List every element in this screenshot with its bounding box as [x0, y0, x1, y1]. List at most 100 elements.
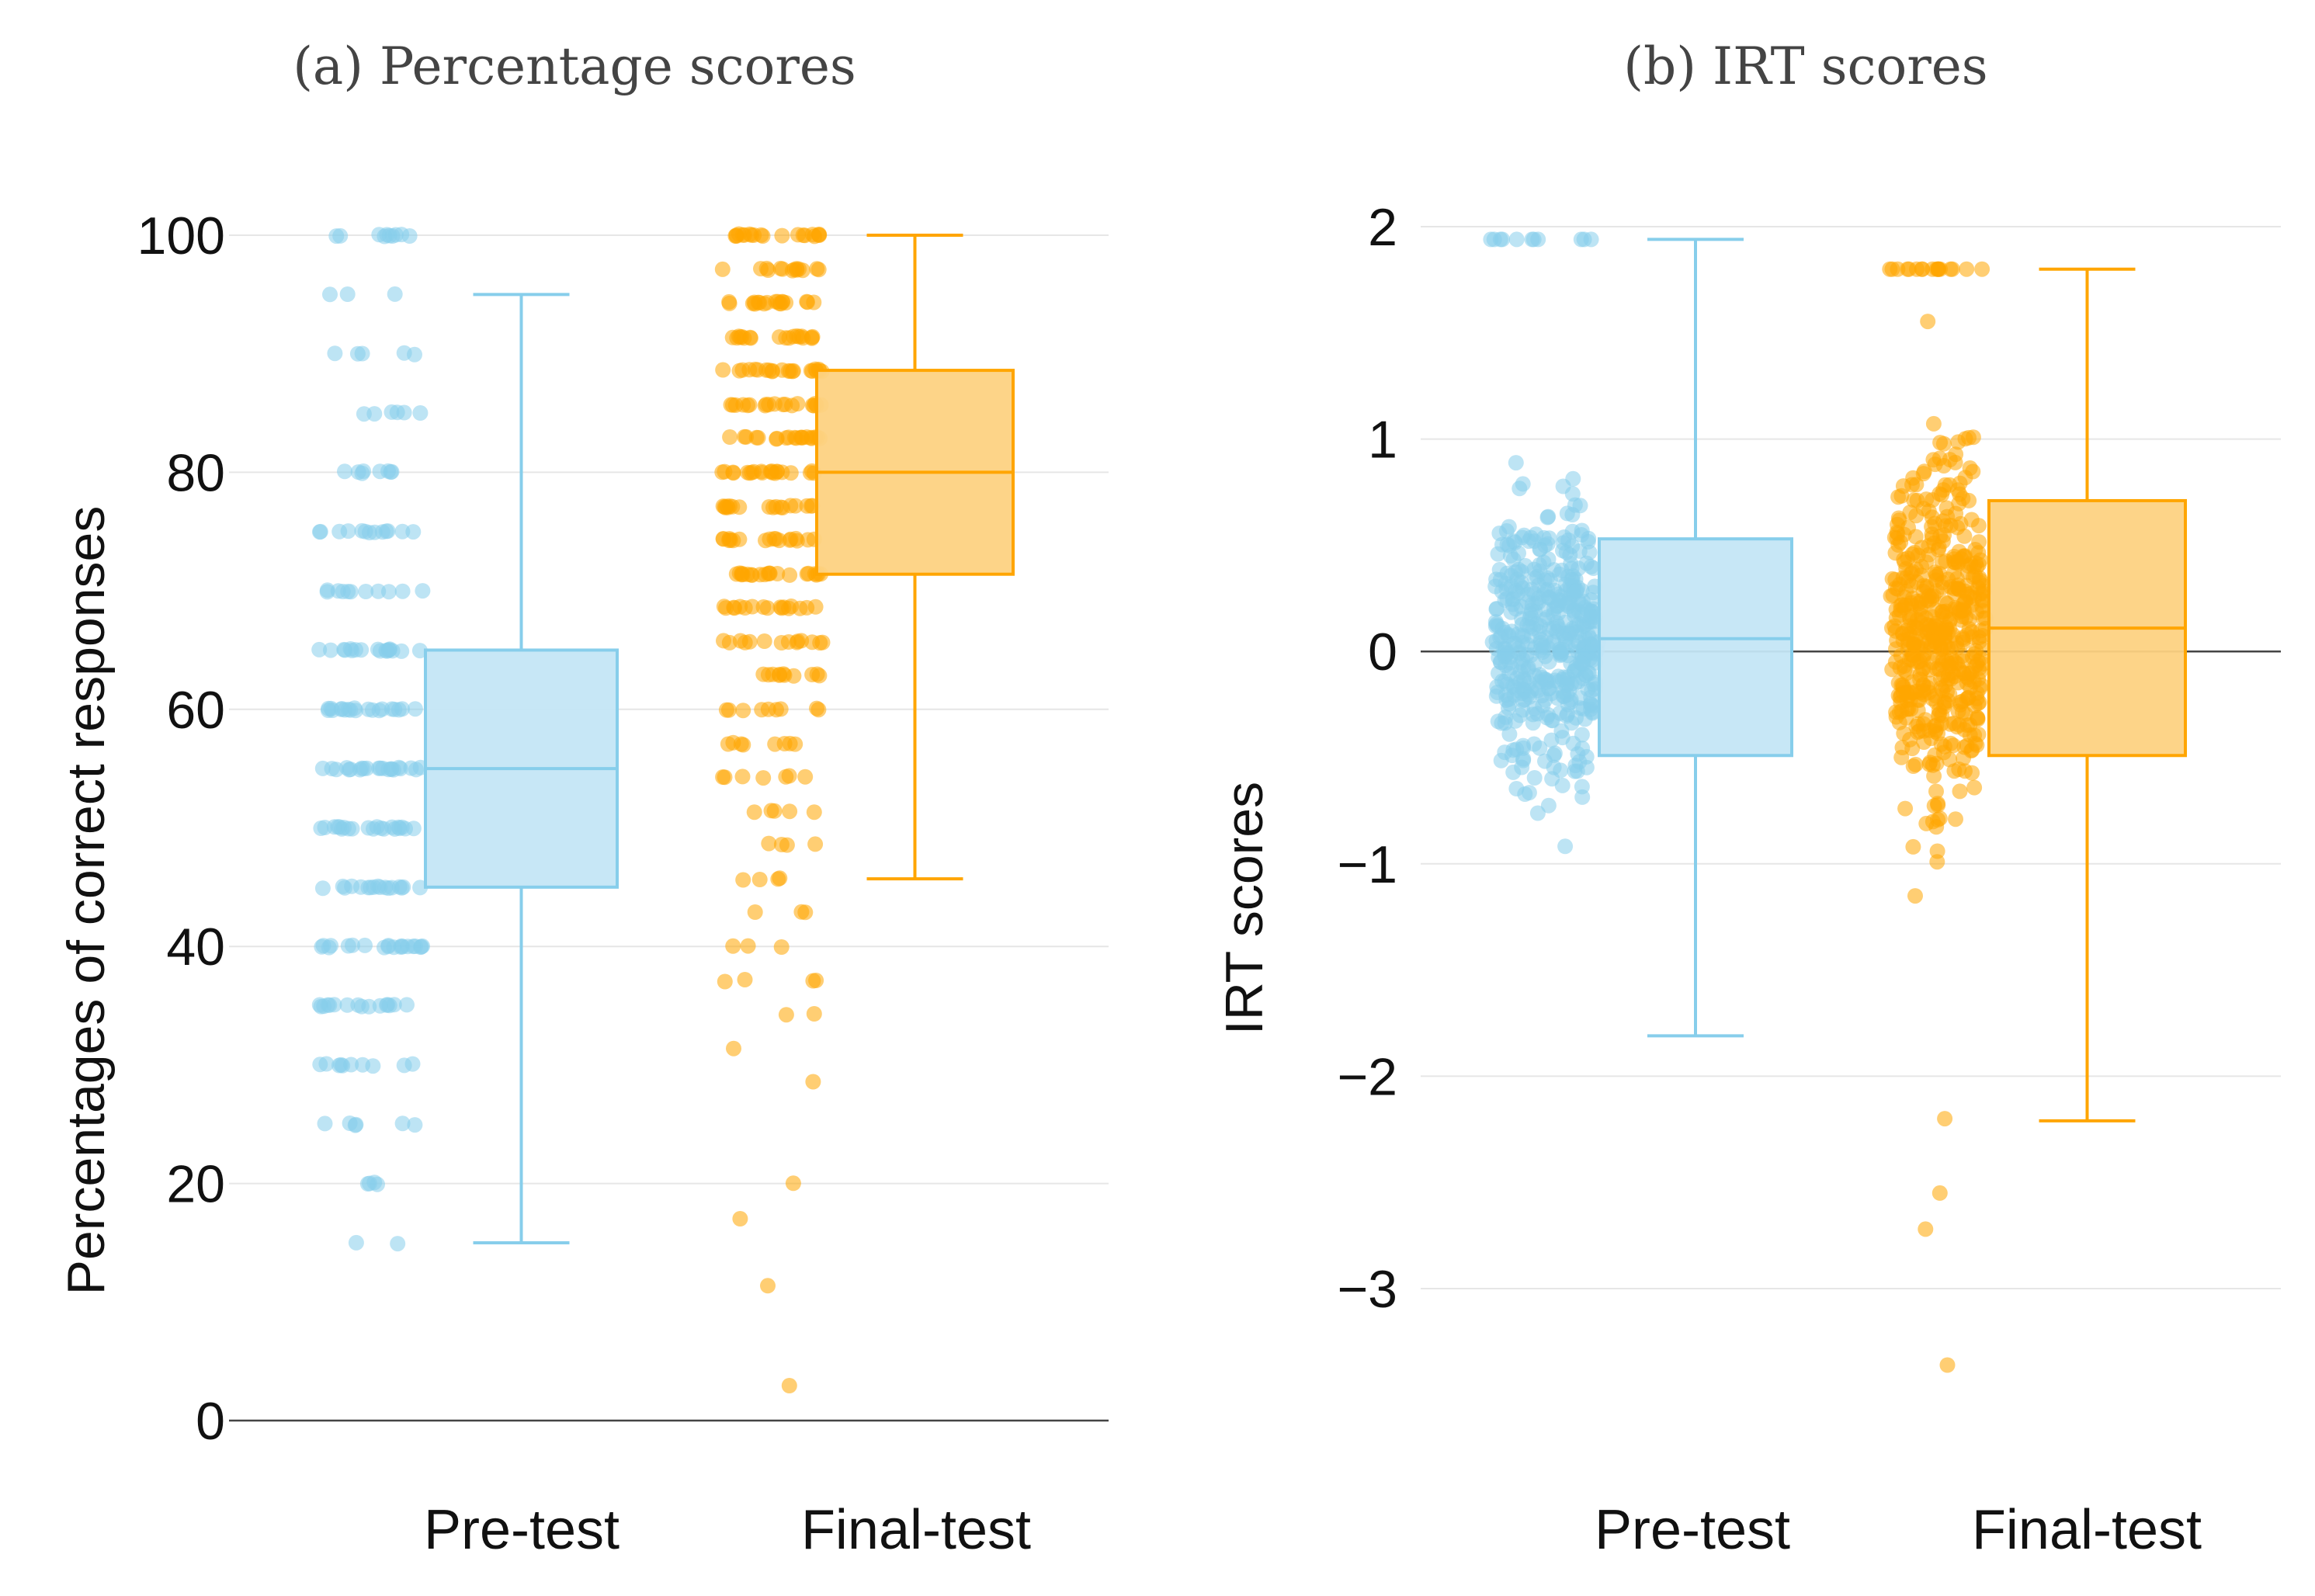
data-point — [348, 642, 363, 658]
data-point — [714, 261, 731, 277]
data-point — [744, 464, 760, 481]
data-point — [319, 582, 335, 598]
data-point — [747, 904, 763, 920]
data-point — [744, 598, 760, 615]
data-point — [1950, 553, 1966, 570]
data-point — [317, 820, 333, 835]
data-point — [797, 769, 814, 785]
data-point — [327, 345, 343, 362]
data-point — [1501, 665, 1518, 682]
data-point — [358, 584, 374, 599]
data-point — [1972, 664, 1988, 680]
data-point — [332, 227, 349, 244]
panel-b-title: (b) IRT scores — [1623, 36, 1987, 96]
data-point — [746, 804, 762, 821]
data-point — [1536, 529, 1552, 546]
data-point — [1487, 618, 1504, 634]
data-point — [1483, 231, 1499, 248]
data-point — [1514, 564, 1530, 580]
data-point — [393, 939, 409, 955]
data-point — [335, 878, 351, 894]
data-point — [770, 871, 786, 887]
data-point — [1553, 562, 1570, 578]
data-point — [734, 362, 751, 378]
data-point — [1572, 498, 1588, 514]
data-point — [1515, 659, 1532, 675]
data-point — [323, 938, 339, 954]
data-point — [384, 880, 400, 896]
data-point — [737, 428, 753, 445]
data-point — [394, 583, 411, 599]
data-point — [335, 584, 351, 599]
data-point — [1554, 777, 1571, 793]
data-point — [734, 227, 751, 243]
data-point — [1515, 751, 1532, 767]
data-point — [1574, 522, 1590, 539]
data-point — [1532, 557, 1547, 573]
data-point — [742, 329, 758, 345]
data-point — [396, 404, 412, 421]
data-point — [1882, 261, 1898, 277]
data-point — [781, 768, 797, 784]
data-point — [343, 1056, 359, 1073]
panel-irt-scores: (b) IRT scores IRT scores −3 −2 −1 0 1 2 Pre-… — [1215, 36, 2281, 1561]
data-point — [407, 939, 423, 954]
data-point — [1585, 560, 1602, 576]
data-point — [330, 819, 346, 835]
data-point — [1965, 429, 1981, 446]
data-point — [781, 1378, 797, 1393]
data-point — [750, 429, 766, 446]
data-point — [370, 583, 387, 599]
data-point — [1491, 526, 1508, 541]
data-point — [753, 261, 769, 277]
data-point — [1935, 435, 1952, 452]
data-point — [360, 820, 377, 836]
data-point — [1949, 601, 1965, 617]
data-point — [348, 1116, 364, 1133]
y-tick-label: 1 — [1368, 411, 1397, 470]
data-point — [1937, 1111, 1953, 1127]
data-point — [1491, 665, 1506, 682]
data-point — [1506, 679, 1522, 696]
data-point — [1974, 261, 1990, 277]
data-point — [1904, 741, 1921, 757]
data-point — [719, 498, 735, 515]
data-point — [1487, 578, 1504, 595]
data-point — [725, 938, 741, 954]
data-point — [1532, 674, 1548, 689]
data-point — [1529, 616, 1545, 633]
data-point — [778, 1007, 794, 1023]
data-point — [1557, 631, 1574, 647]
data-point — [376, 821, 392, 837]
data-point — [1959, 261, 1975, 277]
data-point — [1571, 560, 1587, 577]
data-point — [1905, 758, 1921, 774]
data-point — [1491, 650, 1507, 666]
y-tick-label: 0 — [196, 1392, 225, 1451]
data-point — [1935, 458, 1952, 474]
data-point — [311, 997, 328, 1013]
data-point — [1553, 647, 1569, 662]
data-point — [784, 397, 800, 414]
data-point — [1567, 583, 1584, 599]
data-point — [1948, 811, 1963, 827]
data-point — [1902, 505, 1918, 521]
data-point — [755, 770, 772, 786]
data-point — [790, 227, 806, 243]
data-point — [390, 1236, 406, 1252]
data-point — [740, 938, 756, 954]
data-point — [1488, 601, 1505, 617]
data-point — [342, 762, 359, 777]
data-point — [1928, 755, 1945, 772]
data-point — [1529, 706, 1546, 722]
data-point — [411, 643, 428, 659]
data-point — [782, 567, 798, 583]
data-point — [1965, 463, 1981, 480]
data-point — [354, 760, 370, 776]
data-point — [401, 228, 418, 244]
data-point — [715, 362, 731, 378]
data-point — [735, 872, 751, 888]
data-point — [1497, 715, 1513, 731]
data-point — [761, 835, 777, 852]
data-point — [809, 700, 824, 716]
